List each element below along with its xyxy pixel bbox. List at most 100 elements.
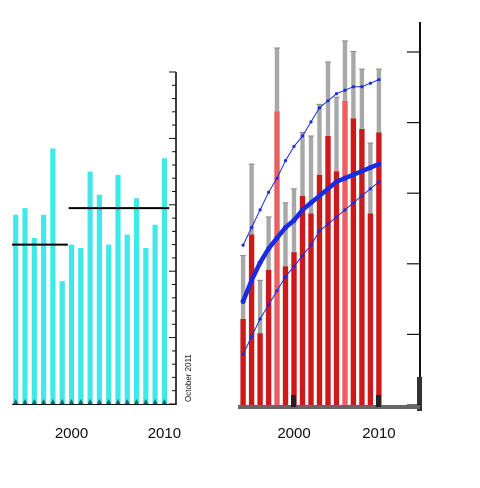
baseline-marker-2000 [291, 395, 297, 407]
trend-point-thin-upper-2004 [326, 99, 330, 103]
trend-point-thin-lower-1997 [267, 303, 271, 307]
error-bar-2001 [300, 132, 305, 196]
bar-marker-1997 [41, 399, 47, 404]
bar-2006 [342, 100, 348, 408]
left-chart-x-ticks: 2000 2010 [55, 425, 181, 442]
trend-point-thick-2007 [350, 172, 356, 178]
right-chart-x-ticks: 2000 2010 [277, 425, 395, 442]
bar-marker-1999 [59, 399, 65, 404]
bar-marker-1994 [13, 399, 19, 404]
trend-point-thin-lower-2004 [326, 222, 330, 226]
left-chart-annotation: October 2011 [184, 354, 193, 402]
right-chart-y-axis [238, 22, 422, 411]
right-chart-error-bars [240, 40, 382, 334]
trend-point-thin-lower-2008 [360, 194, 364, 198]
error-bar-2009 [368, 143, 373, 214]
bar-marker-1998 [50, 399, 56, 404]
bar-1999 [59, 281, 65, 404]
bar-2005 [333, 171, 340, 407]
error-bar-2007 [351, 51, 356, 119]
bar-1996 [257, 333, 263, 407]
bar-2002 [87, 171, 93, 404]
trend-point-thin-upper-2005 [334, 92, 339, 96]
left-chart-y-axis [12, 71, 177, 405]
right-chart-bars [240, 100, 382, 408]
bar-2001 [78, 248, 84, 404]
bar-2001 [299, 195, 306, 407]
trend-point-thick-1994 [240, 298, 246, 304]
error-bar-1998 [274, 48, 280, 112]
right-baseline [238, 405, 420, 409]
x-tick-label-2010: 2010 [148, 425, 181, 442]
bar-2000 [68, 244, 75, 404]
bar-marker-1995 [22, 399, 28, 404]
trend-point-thick-2008 [359, 168, 365, 174]
trend-point-thin-lower-2010 [377, 180, 381, 184]
error-bar-2006 [342, 40, 348, 101]
trend-point-thick-1995 [249, 277, 255, 283]
bar-marker-2003 [96, 399, 102, 404]
trend-point-thick-2005 [333, 179, 340, 185]
error-bar-1997 [266, 216, 271, 270]
right-chart-trend-lines [240, 78, 382, 356]
trend-point-thin-lower-2000 [292, 264, 296, 268]
trend-point-thick-2009 [367, 165, 373, 171]
bar-2006 [124, 234, 130, 404]
trend-point-thin-upper-2002 [309, 120, 313, 124]
bar-marker-2004 [106, 399, 112, 404]
trend-point-thin-lower-1999 [283, 275, 288, 279]
bar-2008 [143, 248, 149, 404]
trend-point-thick-2002 [308, 200, 314, 206]
x-tick-label-2000: 2000 [55, 425, 88, 442]
trend-point-thin-upper-2003 [317, 106, 322, 110]
left-chart-bars [13, 148, 167, 404]
trend-point-thin-upper-2008 [360, 85, 364, 89]
bar-1994 [13, 214, 19, 404]
trend-point-thin-upper-2001 [300, 134, 305, 138]
trend-point-thick-2010 [376, 161, 382, 167]
trend-point-thick-1999 [282, 224, 289, 231]
left-chart-reference-lines [12, 207, 170, 246]
bar-marker-2000 [69, 399, 74, 404]
trend-point-thick-1996 [257, 260, 263, 266]
bar-marker-2001 [78, 399, 84, 404]
trend-point-thin-upper-2000 [292, 144, 296, 149]
bar-2003 [96, 194, 102, 404]
bar-2010 [376, 132, 382, 407]
bar-2010 [161, 158, 167, 404]
trend-point-thin-lower-2002 [309, 243, 313, 247]
trend-point-thin-upper-1998 [275, 176, 279, 180]
error-bar-2004 [325, 62, 331, 136]
trend-point-thin-lower-1996 [258, 317, 262, 321]
trend-point-thin-upper-2006 [343, 88, 347, 92]
trend-point-thin-lower-1995 [250, 335, 254, 339]
bar-1995 [22, 208, 28, 404]
bar-1998 [50, 148, 56, 404]
x-tick-label-2010: 2010 [362, 425, 395, 442]
error-bar-2008 [359, 69, 365, 129]
bar-marker-2006 [124, 399, 130, 404]
bar-marker-2002 [87, 399, 93, 404]
bar-1996 [31, 238, 37, 404]
trend-point-thin-upper-1996 [258, 208, 262, 212]
trend-point-thick-1997 [266, 246, 272, 252]
error-bar-2003 [317, 104, 322, 175]
bar-2007 [133, 198, 140, 404]
bar-1997 [265, 269, 272, 407]
trend-point-thin-upper-1999 [283, 159, 288, 163]
trend-point-thin-lower-1998 [275, 289, 279, 293]
trend-point-thick-2000 [291, 217, 297, 223]
trend-point-thin-lower-2001 [300, 254, 305, 258]
trend-point-thin-lower-2009 [368, 187, 372, 191]
bar-1998 [274, 111, 280, 408]
bar-2008 [359, 128, 365, 407]
error-bar-2002 [308, 136, 314, 214]
bar-marker-2008 [143, 399, 149, 404]
error-bar-1999 [283, 202, 288, 267]
trend-point-thick-2001 [299, 207, 306, 213]
trend-point-thick-1998 [274, 235, 280, 241]
bar-1994 [240, 319, 246, 407]
bar-2007 [350, 118, 357, 408]
bar-2000 [291, 252, 297, 407]
trend-point-thin-upper-1997 [267, 190, 271, 194]
